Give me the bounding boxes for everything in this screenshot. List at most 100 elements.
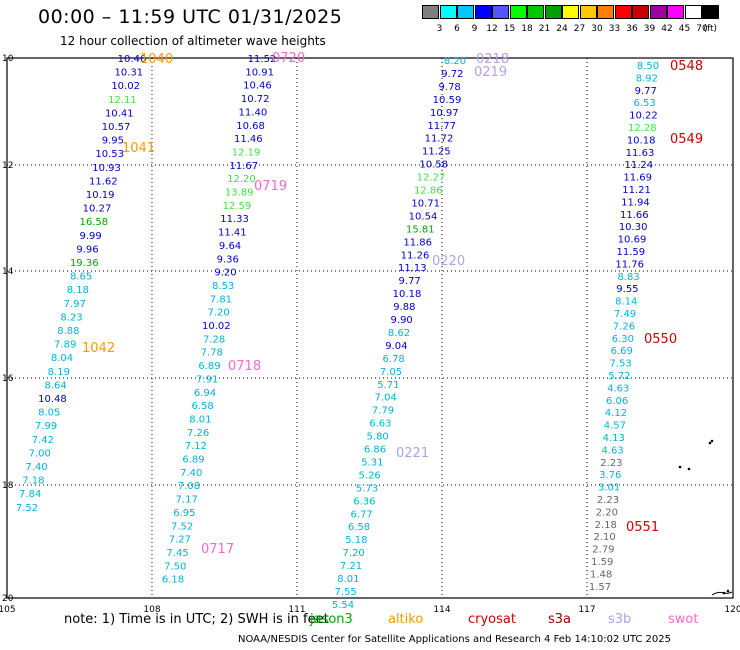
wave-height-value: 7.26 (187, 428, 209, 439)
pass-time-label: 1040 (140, 52, 173, 67)
wave-height-value: 5.18 (345, 535, 367, 546)
wave-height-value: 9.77 (399, 276, 421, 287)
scale-swatch (562, 5, 579, 19)
wave-height-value: 12.20 (227, 174, 256, 185)
wave-height-value: 6.63 (369, 419, 391, 430)
pass-time-label: 0719 (254, 179, 287, 194)
wave-height-value: 7.55 (335, 587, 357, 598)
pass-time-label: 0219 (474, 65, 507, 80)
wave-height-value: 7.27 (169, 535, 191, 546)
wave-height-value: 10.30 (619, 222, 648, 233)
wave-height-value: 7.40 (25, 462, 47, 473)
wave-height-value: 1.48 (590, 569, 612, 580)
wave-height-value: 11.62 (89, 176, 118, 187)
wave-height-value: 10.22 (629, 111, 658, 122)
wave-height-value: 5.73 (356, 483, 378, 494)
map-subtitle: 12 hour collection of altimeter wave hei… (60, 34, 326, 48)
lon-tick-label: 108 (143, 605, 160, 615)
wave-height-value: 6.53 (633, 98, 655, 109)
wave-height-value: 6.95 (173, 508, 195, 519)
wave-height-value: 6.86 (364, 445, 386, 456)
wave-height-value: 12.11 (108, 95, 137, 106)
wave-height-value: 9.72 (441, 69, 463, 80)
coastline (711, 591, 733, 596)
pass-time-label: 0220 (432, 254, 465, 269)
wave-height-value: 8.01 (189, 414, 211, 425)
pass-time-label: 0717 (201, 542, 234, 557)
wave-height-value: 11.59 (617, 247, 646, 258)
wave-height-value: 8.88 (57, 326, 79, 337)
wave-height-value: 1.57 (589, 582, 611, 593)
wave-height-value: 2.23 (597, 495, 619, 506)
scale-tick-label: 12 (486, 24, 498, 34)
wave-height-value: 11.86 (403, 237, 432, 248)
island-mark (726, 589, 730, 593)
wave-height-value: 11.41 (218, 228, 247, 239)
wave-height-value: 10.19 (86, 190, 115, 201)
wave-height-value: 2.79 (592, 545, 614, 556)
lat-tick-label: 16 (2, 374, 14, 384)
wave-height-value: 7.18 (22, 476, 44, 487)
pass-time-label: 0551 (626, 520, 659, 535)
wave-height-value: 7.52 (16, 503, 38, 514)
wave-height-value: 7.26 (613, 321, 635, 332)
scale-swatch (702, 5, 719, 19)
credit-footer: NOAA/NESDIS Center for Satellite Applica… (238, 634, 671, 645)
scale-tick-label: 3 (436, 24, 443, 34)
wave-height-value: 3.76 (599, 470, 621, 481)
scale-swatch (527, 5, 544, 19)
wave-height-value: 8.14 (615, 297, 637, 308)
wave-height-value: 5.54 (332, 600, 354, 611)
wave-height-value: 8.23 (60, 312, 82, 323)
wave-height-value: 7.81 (210, 294, 232, 305)
wave-height-value: 11.63 (626, 148, 655, 159)
wave-height-value: 12.27 (417, 173, 446, 184)
wave-height-value: 10.93 (92, 163, 121, 174)
wave-height-value: 10.46 (118, 54, 147, 65)
lon-tick-label: 105 (0, 605, 16, 615)
pass-time-label: 0718 (228, 359, 261, 374)
scale-swatch (632, 5, 649, 19)
wave-height-value: 6.36 (353, 496, 375, 507)
wave-height-value: 6.18 (162, 575, 184, 586)
wave-height-value: 7.40 (180, 468, 202, 479)
wave-height-value: 11.66 (620, 210, 649, 221)
satellite-label-altiko: altiko (388, 612, 424, 627)
wave-height-value: 7.12 (185, 441, 207, 452)
wave-height-value: 10.53 (95, 149, 124, 160)
lat-tick-label: 12 (2, 161, 13, 171)
lon-tick-label: 120 (724, 605, 740, 615)
wave-height-value: 2.20 (596, 507, 618, 518)
pass-time-label: 1042 (82, 341, 115, 356)
wave-height-value: 8.01 (337, 574, 359, 585)
wave-height-value: 9.55 (616, 284, 638, 295)
wave-height-value: 7.49 (614, 309, 636, 320)
wave-height-value: 10.18 (627, 135, 656, 146)
wave-height-value: 2.23 (600, 458, 622, 469)
wave-height-value: 4.63 (601, 445, 623, 456)
wave-height-value: 1.59 (591, 557, 613, 568)
wave-height-value: 10.69 (618, 235, 647, 246)
wave-height-value: 6.89 (198, 361, 220, 372)
wave-height-value: 9.99 (80, 231, 102, 242)
wave-height-value: 9.77 (635, 86, 657, 97)
wave-height-value: 10.31 (114, 68, 143, 79)
wave-height-value: 7.78 (201, 348, 223, 359)
wave-height-value: 8.04 (51, 353, 73, 364)
wave-height-value: 5.71 (377, 380, 399, 391)
lon-tick-label: 111 (288, 605, 305, 615)
scale-swatch (544, 5, 562, 19)
wave-height-value: 10.59 (433, 95, 462, 106)
scale-tick-label: 21 (538, 24, 551, 34)
wave-height-value: 7.17 (176, 495, 198, 506)
wave-height-value: 6.06 (606, 396, 628, 407)
wave-height-value: 7.20 (208, 308, 230, 319)
scale-swatch (439, 5, 457, 19)
scale-swatch (597, 5, 614, 19)
scale-swatch (649, 5, 667, 19)
wave-height-value: 11.72 (425, 134, 454, 145)
scale-tick-label: 45 (678, 24, 691, 34)
wave-height-value: 9.78 (439, 82, 461, 93)
wave-height-value: 8.19 (48, 367, 70, 378)
